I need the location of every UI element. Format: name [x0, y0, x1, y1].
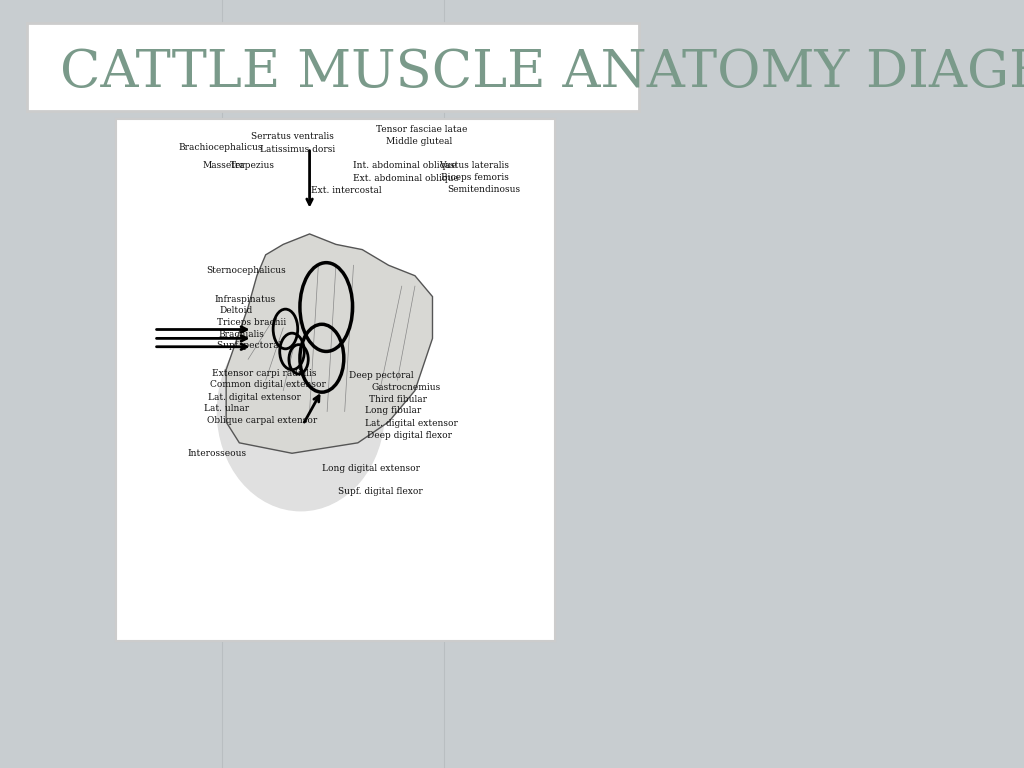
- Text: Tensor fasciae latae: Tensor fasciae latae: [376, 124, 467, 134]
- Text: Gastrocnemius: Gastrocnemius: [371, 382, 440, 392]
- Text: Deep pectoral: Deep pectoral: [348, 371, 413, 380]
- Text: Lat. digital extensor: Lat. digital extensor: [208, 392, 300, 402]
- Text: Oblique carpal extensor: Oblique carpal extensor: [207, 416, 317, 425]
- Text: Supf. pectoral: Supf. pectoral: [217, 341, 282, 350]
- Text: Long digital extensor: Long digital extensor: [323, 464, 420, 473]
- Text: Semitendinosus: Semitendinosus: [447, 185, 520, 194]
- FancyBboxPatch shape: [117, 119, 555, 641]
- Text: Supf. digital flexor: Supf. digital flexor: [338, 487, 423, 496]
- Text: Brachiocephalicus: Brachiocephalicus: [178, 143, 263, 152]
- FancyBboxPatch shape: [27, 23, 639, 111]
- Text: Latissimus dorsi: Latissimus dorsi: [260, 145, 336, 154]
- Text: Ext. intercostal: Ext. intercostal: [310, 186, 381, 195]
- Text: Triceps brachii: Triceps brachii: [217, 318, 286, 327]
- Text: Middle gluteal: Middle gluteal: [386, 137, 453, 146]
- Text: Biceps femoris: Biceps femoris: [441, 173, 509, 182]
- Text: Ext. abdominal oblique: Ext. abdominal oblique: [352, 174, 459, 183]
- Text: Infraspinatus: Infraspinatus: [215, 295, 276, 304]
- Text: Deep digital flexor: Deep digital flexor: [367, 431, 452, 440]
- Text: Brachialis: Brachialis: [218, 329, 264, 339]
- Polygon shape: [226, 234, 432, 453]
- Text: Interosseous: Interosseous: [187, 449, 247, 458]
- Text: Sternocephalicus: Sternocephalicus: [206, 266, 286, 275]
- Text: Extensor carpi radialis: Extensor carpi radialis: [212, 369, 316, 378]
- Text: Long fibular: Long fibular: [365, 406, 421, 415]
- Ellipse shape: [217, 313, 384, 511]
- Text: Int. abdominal oblique: Int. abdominal oblique: [352, 161, 456, 170]
- Text: Common digital extensor: Common digital extensor: [210, 380, 326, 389]
- Text: Masseter: Masseter: [203, 161, 246, 170]
- Text: Vastus lateralis: Vastus lateralis: [439, 161, 509, 170]
- Text: Trapezius: Trapezius: [230, 161, 275, 170]
- Text: Lat. ulnar: Lat. ulnar: [204, 404, 249, 413]
- Text: Deltoid: Deltoid: [219, 306, 253, 315]
- Text: Lat. digital extensor: Lat. digital extensor: [366, 419, 458, 428]
- Text: Third fibular: Third fibular: [369, 395, 427, 404]
- Text: CATTLE MUSCLE ANATOMY DIAGRAM: CATTLE MUSCLE ANATOMY DIAGRAM: [59, 48, 1024, 98]
- Text: Serratus ventralis: Serratus ventralis: [251, 132, 334, 141]
